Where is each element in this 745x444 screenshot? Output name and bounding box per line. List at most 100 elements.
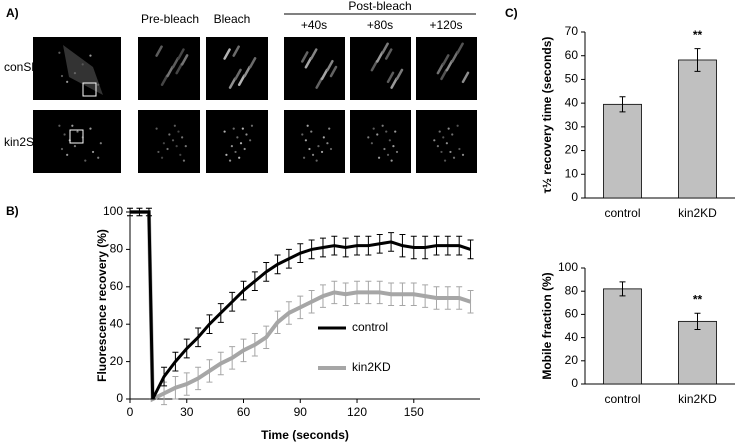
x-tick-label: 150 (404, 405, 424, 419)
speck (238, 156, 241, 159)
speck (71, 124, 74, 127)
speck (442, 136, 445, 139)
panel-label: B) (6, 204, 19, 218)
fiber (445, 59, 454, 72)
speck (306, 124, 309, 127)
micrographs (33, 37, 477, 173)
speck (160, 156, 164, 159)
fiber (436, 62, 445, 75)
speck (438, 130, 441, 133)
speck (223, 130, 226, 133)
y-tick-label: 60 (565, 48, 579, 62)
speck (60, 147, 64, 151)
speck (234, 150, 237, 154)
fiber (395, 68, 404, 81)
image-panel: A) Pre-bleach Bleach Post-bleach +40s +8… (4, 0, 477, 173)
speck (445, 142, 448, 145)
error-bar (467, 290, 474, 314)
legend-label: kin2KD (352, 360, 391, 374)
speck (179, 153, 182, 156)
roi-box (82, 82, 97, 97)
fiber (370, 59, 379, 72)
y-tick-label: 0 (116, 391, 123, 405)
speck (301, 133, 304, 136)
speck (386, 153, 390, 156)
speck (449, 150, 452, 154)
y-axis-label: Mobile fraction (%) (540, 272, 554, 379)
micrograph (138, 37, 200, 100)
speck (372, 127, 375, 130)
speck (395, 150, 399, 154)
y-tick-label: 80 (110, 242, 124, 256)
error-bar (619, 281, 626, 297)
speck (168, 133, 171, 136)
speck (99, 142, 102, 145)
fiber (301, 51, 309, 63)
speck (232, 127, 235, 130)
speck (322, 136, 325, 139)
speck (166, 147, 169, 151)
bar (603, 103, 642, 199)
speck (250, 124, 254, 127)
y-tick-label: 0 (571, 376, 578, 390)
speck (171, 139, 175, 142)
speck (394, 130, 397, 133)
speck (304, 139, 307, 142)
chart: 0 20 40 60 80 100 Mobile fraction (%) control ki… (540, 260, 735, 406)
speck (177, 130, 180, 133)
y-tick-label: 70 (565, 24, 579, 38)
speck (236, 136, 239, 139)
speck (320, 150, 324, 154)
speck (66, 153, 69, 156)
speck (245, 133, 248, 136)
bar (678, 59, 717, 199)
speck (66, 80, 69, 83)
group-header: Post-bleach (348, 0, 411, 13)
fiber (243, 65, 251, 78)
speck (182, 159, 186, 162)
x-axis-label: Time (seconds) (261, 428, 349, 442)
fiber (440, 68, 448, 81)
speck (73, 145, 77, 148)
speck (60, 74, 64, 78)
y-axis-label: Fluorescence recovery (%) (95, 229, 109, 382)
bar (603, 288, 642, 385)
fiber (155, 45, 163, 57)
micrograph (350, 110, 411, 173)
error-bar (694, 48, 701, 72)
roi-box (69, 129, 84, 144)
y-tick-label: 60 (565, 307, 579, 321)
fiber (237, 74, 246, 86)
y-tick-label: 0 (571, 190, 578, 204)
y-tick-label: 20 (565, 143, 579, 157)
speck (97, 156, 100, 159)
micrograph (284, 110, 345, 173)
speck (173, 124, 176, 127)
speck (376, 133, 379, 136)
chart: C) 0 10 20 30 40 50 60 70 τ½ recovery time (secon… (505, 6, 735, 220)
speck (228, 159, 232, 162)
speck (385, 130, 388, 133)
speck (388, 139, 391, 142)
speck (89, 127, 92, 130)
speck (175, 145, 178, 148)
micrograph (206, 37, 268, 100)
speck (458, 147, 461, 151)
speck (230, 145, 233, 148)
fiber (234, 68, 242, 81)
fiber (166, 65, 174, 78)
micrograph (350, 37, 411, 100)
speck (436, 145, 439, 148)
row-label: kin2Sh (4, 135, 41, 149)
speck (157, 150, 160, 154)
speck (317, 145, 320, 148)
column-header: Pre-bleach (141, 12, 199, 26)
micrograph (206, 110, 268, 173)
speck (447, 127, 450, 130)
fiber (376, 51, 384, 63)
micrograph (416, 110, 477, 173)
speck (84, 159, 87, 162)
series-line (130, 210, 472, 403)
panel-label: C) (505, 6, 518, 20)
legend-label: control (352, 320, 388, 334)
